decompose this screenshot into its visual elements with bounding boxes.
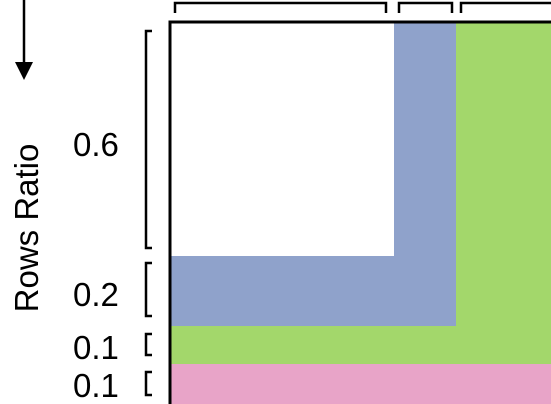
row-ratio-label-1: 0.6 (73, 126, 119, 163)
block-blue-horizontal (170, 256, 394, 326)
row-bracket-2 (144, 261, 152, 318)
row-ratio-label-2: 0.2 (73, 276, 119, 313)
block-green-vertical (456, 22, 551, 364)
arrow-down-icon (15, 0, 33, 80)
row-ratio-label-4: 0.1 (73, 367, 119, 404)
block-white (170, 22, 394, 256)
block-green-horizontal (170, 326, 456, 364)
row-bracket-4 (144, 370, 152, 397)
axis-title: Rows Ratio (8, 144, 45, 313)
block-blue-vertical (394, 22, 456, 326)
column-bracket-3 (459, 1, 551, 13)
row-bracket-3 (144, 332, 152, 357)
column-bracket-1 (173, 1, 388, 13)
column-bracket-2 (397, 1, 454, 13)
block-pink (170, 364, 551, 404)
row-ratio-label-3: 0.1 (73, 329, 119, 366)
matrix-outline (168, 20, 551, 404)
row-bracket-1 (144, 29, 152, 250)
